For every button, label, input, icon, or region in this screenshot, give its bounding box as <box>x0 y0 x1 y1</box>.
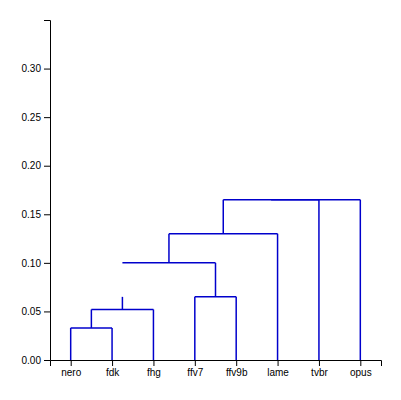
tick-mark <box>153 360 154 366</box>
axis-line <box>44 21 51 361</box>
tick-mark <box>44 214 50 215</box>
tick-label: tvbr <box>311 367 328 378</box>
segment <box>194 297 196 360</box>
tick: fdk <box>106 360 120 378</box>
tick-label: ffv9b <box>226 367 248 378</box>
tick-mark <box>195 360 196 366</box>
plot: nerofdkfhgffv7ffv9blametvbropus0.000.050… <box>22 21 382 379</box>
segment <box>111 328 113 360</box>
tick-label: lame <box>267 367 289 378</box>
tick-label: fhg <box>147 367 161 378</box>
tick: 0.00 <box>22 355 50 366</box>
tick-label: 0.25 <box>22 112 42 123</box>
tick: opus <box>350 360 372 378</box>
segment <box>223 200 225 234</box>
tick-mark <box>360 360 361 366</box>
tick-mark <box>44 263 50 264</box>
tick-label: fdk <box>106 367 120 378</box>
tick: tvbr <box>311 360 328 378</box>
tick-mark <box>236 360 237 366</box>
segment <box>153 309 155 360</box>
tick-mark <box>44 117 50 118</box>
tick: 0.10 <box>22 258 50 269</box>
chart: nerofdkfhgffv7ffv9blametvbropus0.000.050… <box>0 0 401 400</box>
tick: 0.20 <box>22 160 50 171</box>
tick: 0.05 <box>22 306 50 317</box>
tick-label: 0.10 <box>22 258 42 269</box>
segment <box>360 200 362 360</box>
tick: 0.30 <box>22 63 50 74</box>
tick: 0.25 <box>22 112 50 123</box>
x-axis: nero fdk fhg ffv7 ffv9b lame tvbr opus <box>51 360 382 378</box>
tick: fhg <box>147 360 161 378</box>
segment <box>215 263 217 297</box>
segment <box>318 200 320 360</box>
segment <box>122 297 124 310</box>
segment <box>235 297 237 360</box>
y-axis: 0.00 0.05 0.10 0.15 0.20 0.25 0.30 <box>22 21 51 366</box>
tick-label: 0.15 <box>22 209 42 220</box>
tick-label: 0.05 <box>22 306 42 317</box>
tick-mark <box>44 311 50 312</box>
tick: lame <box>267 360 289 378</box>
tick-label: 0.00 <box>22 355 42 366</box>
tick-label: opus <box>350 367 372 378</box>
segment <box>91 309 93 327</box>
tick: ffv7 <box>187 360 203 378</box>
segment <box>70 328 72 360</box>
tick-mark <box>44 166 50 167</box>
tick: 0.15 <box>22 209 50 220</box>
segment <box>271 199 360 201</box>
tick-mark <box>278 360 279 366</box>
tick-mark <box>44 69 50 70</box>
tick: nero <box>61 360 81 378</box>
tick: ffv9b <box>226 360 248 378</box>
tick-mark <box>71 360 72 366</box>
segment <box>168 234 170 263</box>
segments <box>71 200 361 360</box>
tick-label: 0.20 <box>22 160 42 171</box>
tick-label: ffv7 <box>187 367 203 378</box>
axis-line <box>51 361 382 367</box>
tick-label: 0.30 <box>22 63 42 74</box>
tick-label: nero <box>61 367 81 378</box>
segment <box>277 234 279 360</box>
tick-mark <box>112 360 113 366</box>
tick-mark <box>319 360 320 366</box>
tick-mark <box>44 360 50 361</box>
